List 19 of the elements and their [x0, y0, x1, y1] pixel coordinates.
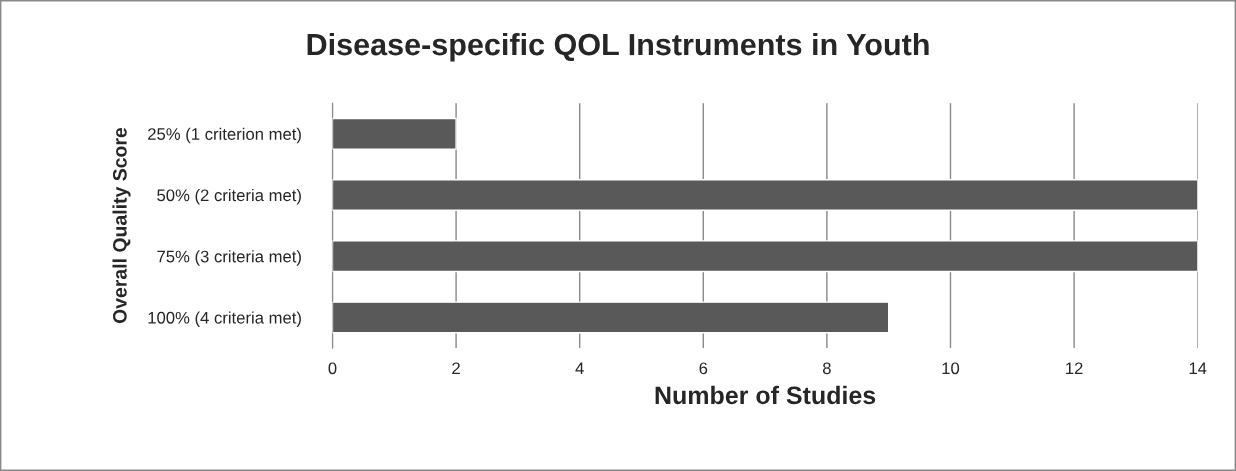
- x-tick-label: 10: [942, 362, 960, 375]
- bar: [332, 240, 1198, 273]
- x-tick-label: 6: [699, 362, 708, 375]
- x-axis-title: Number of Studies: [655, 385, 876, 405]
- x-tick-label: 2: [452, 362, 460, 375]
- x-tick-label: 8: [822, 362, 831, 375]
- bar: [332, 117, 457, 150]
- x-tick-label: 12: [1066, 362, 1083, 375]
- y-tick-label: 100% (4 criteria met): [148, 311, 301, 327]
- bar: [332, 301, 890, 334]
- y-tick-label: 75% (3 criteria met): [157, 250, 301, 266]
- bar: [332, 178, 1198, 211]
- x-tick-label: 0: [328, 362, 337, 375]
- x-tick-label: 14: [1189, 362, 1207, 375]
- y-tick-label: 50% (2 criteria met): [157, 188, 301, 205]
- y-axis-title: Overall Quality Score: [112, 127, 131, 324]
- x-tick-label: 4: [575, 362, 584, 375]
- chart-title: Disease-specific QOL Instruments in Youth: [307, 32, 929, 62]
- y-tick-label: 25% (1 criterion met): [148, 127, 301, 144]
